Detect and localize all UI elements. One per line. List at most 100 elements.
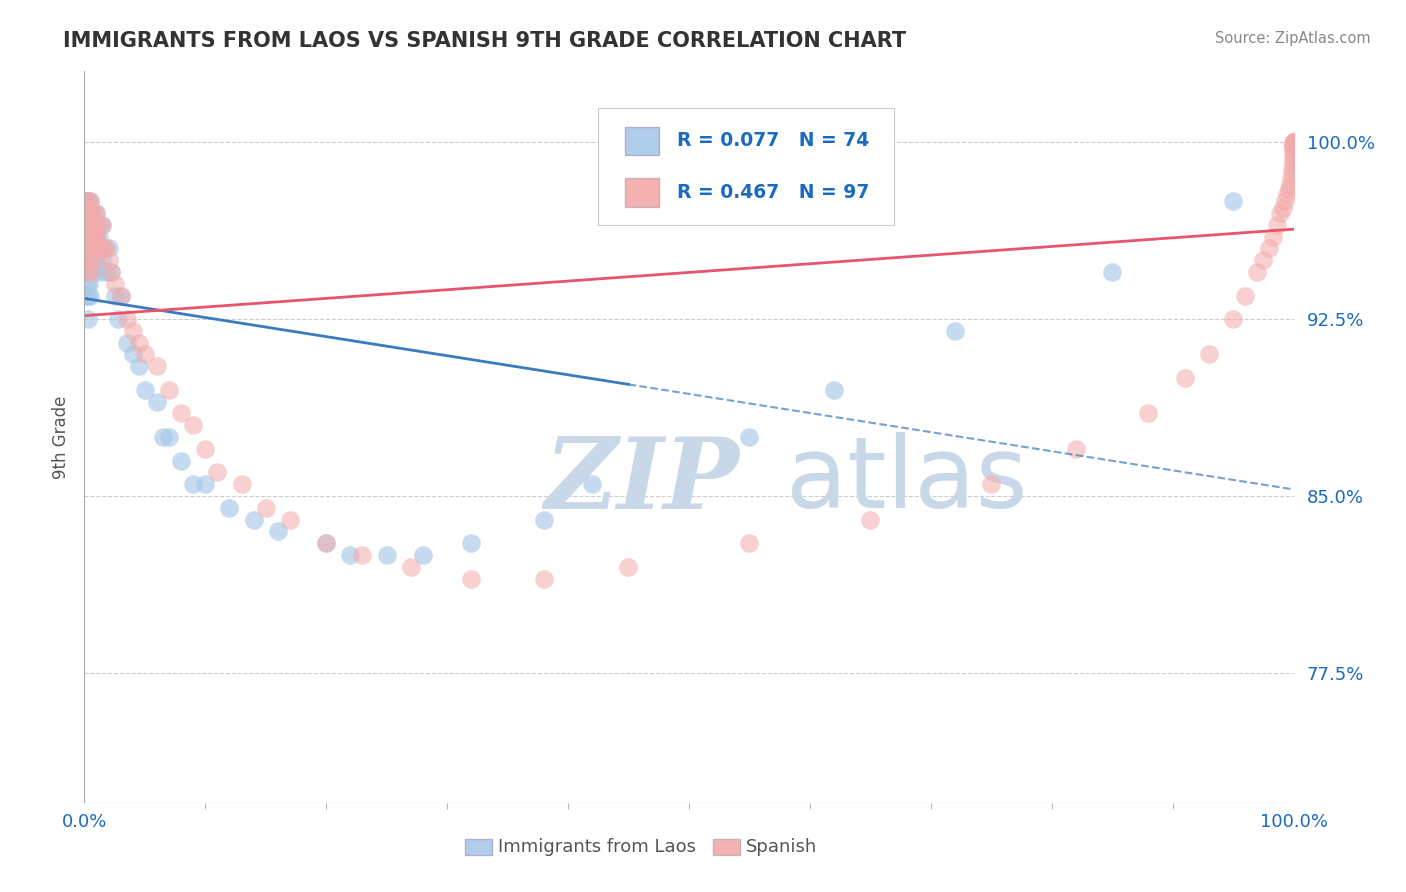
Point bbox=[194, 477, 217, 491]
Point bbox=[1282, 136, 1305, 150]
Point bbox=[1101, 265, 1123, 279]
Point bbox=[1265, 218, 1288, 232]
Point bbox=[352, 548, 374, 562]
Point bbox=[77, 277, 100, 291]
Point bbox=[1282, 147, 1305, 161]
Point bbox=[1277, 187, 1299, 202]
Point bbox=[1222, 194, 1244, 208]
Point bbox=[86, 253, 108, 268]
Point bbox=[134, 383, 156, 397]
Text: atlas: atlas bbox=[786, 433, 1028, 530]
Point bbox=[1278, 182, 1301, 196]
Point bbox=[115, 335, 138, 350]
Point bbox=[97, 241, 120, 255]
Point bbox=[1282, 152, 1305, 166]
Point bbox=[242, 513, 264, 527]
Point bbox=[77, 265, 100, 279]
Point bbox=[75, 218, 97, 232]
Point bbox=[82, 241, 104, 255]
Point bbox=[79, 288, 101, 302]
FancyBboxPatch shape bbox=[599, 108, 894, 225]
Point bbox=[86, 229, 108, 244]
Point bbox=[77, 288, 100, 302]
Point bbox=[859, 513, 882, 527]
Point bbox=[738, 536, 761, 550]
Point bbox=[76, 206, 98, 220]
Point bbox=[1282, 135, 1305, 149]
Point bbox=[1261, 229, 1284, 244]
Point bbox=[91, 218, 114, 232]
Point bbox=[1253, 253, 1275, 268]
Point bbox=[1064, 442, 1087, 456]
Point bbox=[128, 335, 150, 350]
Point bbox=[823, 383, 845, 397]
Point bbox=[91, 253, 114, 268]
Point bbox=[617, 559, 640, 574]
Point bbox=[1282, 135, 1305, 149]
Text: R = 0.077   N = 74: R = 0.077 N = 74 bbox=[676, 131, 869, 151]
Point bbox=[77, 241, 100, 255]
Point bbox=[1270, 206, 1292, 220]
Point bbox=[399, 559, 422, 574]
Point bbox=[83, 218, 105, 232]
Point bbox=[75, 241, 97, 255]
Point bbox=[83, 253, 105, 268]
Point bbox=[107, 312, 129, 326]
Point bbox=[1282, 136, 1305, 151]
Y-axis label: 9th Grade: 9th Grade bbox=[52, 395, 70, 479]
Point bbox=[1281, 166, 1303, 180]
Point bbox=[89, 241, 111, 255]
Point bbox=[100, 265, 122, 279]
Point bbox=[194, 442, 217, 456]
Point bbox=[76, 206, 98, 220]
Point bbox=[1246, 265, 1268, 279]
Point bbox=[121, 347, 143, 361]
FancyBboxPatch shape bbox=[465, 839, 492, 855]
Point bbox=[82, 253, 104, 268]
Point bbox=[86, 206, 108, 220]
Point bbox=[1281, 156, 1303, 170]
Point bbox=[254, 500, 277, 515]
Point bbox=[94, 265, 117, 279]
Point bbox=[115, 312, 138, 326]
Point bbox=[170, 453, 193, 467]
Point bbox=[339, 548, 361, 562]
Point bbox=[94, 241, 117, 255]
Point bbox=[93, 241, 115, 255]
Point bbox=[1274, 194, 1296, 208]
Point bbox=[207, 466, 229, 480]
Point bbox=[80, 229, 103, 244]
Point bbox=[79, 194, 101, 208]
Point bbox=[77, 218, 100, 232]
Point bbox=[77, 265, 100, 279]
Point bbox=[460, 572, 482, 586]
Point bbox=[943, 324, 966, 338]
Point bbox=[83, 241, 105, 255]
Point bbox=[1282, 136, 1305, 150]
Text: R = 0.467   N = 97: R = 0.467 N = 97 bbox=[676, 183, 869, 202]
Point bbox=[75, 218, 97, 232]
FancyBboxPatch shape bbox=[624, 178, 659, 207]
Point bbox=[100, 265, 122, 279]
Text: ZIP: ZIP bbox=[544, 433, 738, 529]
Point bbox=[82, 229, 104, 244]
Point bbox=[218, 500, 240, 515]
Point bbox=[77, 194, 100, 208]
Point bbox=[77, 194, 100, 208]
Point bbox=[77, 206, 100, 220]
Point bbox=[87, 218, 110, 232]
Point bbox=[84, 229, 107, 244]
Point bbox=[89, 241, 111, 255]
Point bbox=[76, 229, 98, 244]
Point bbox=[82, 206, 104, 220]
Point bbox=[77, 253, 100, 268]
Point bbox=[80, 253, 103, 268]
Point bbox=[75, 241, 97, 255]
Point bbox=[1281, 161, 1303, 175]
Point bbox=[77, 229, 100, 244]
Point bbox=[87, 265, 110, 279]
Point bbox=[91, 218, 114, 232]
Point bbox=[1279, 170, 1302, 185]
Point bbox=[170, 407, 193, 421]
Point bbox=[1282, 135, 1305, 149]
